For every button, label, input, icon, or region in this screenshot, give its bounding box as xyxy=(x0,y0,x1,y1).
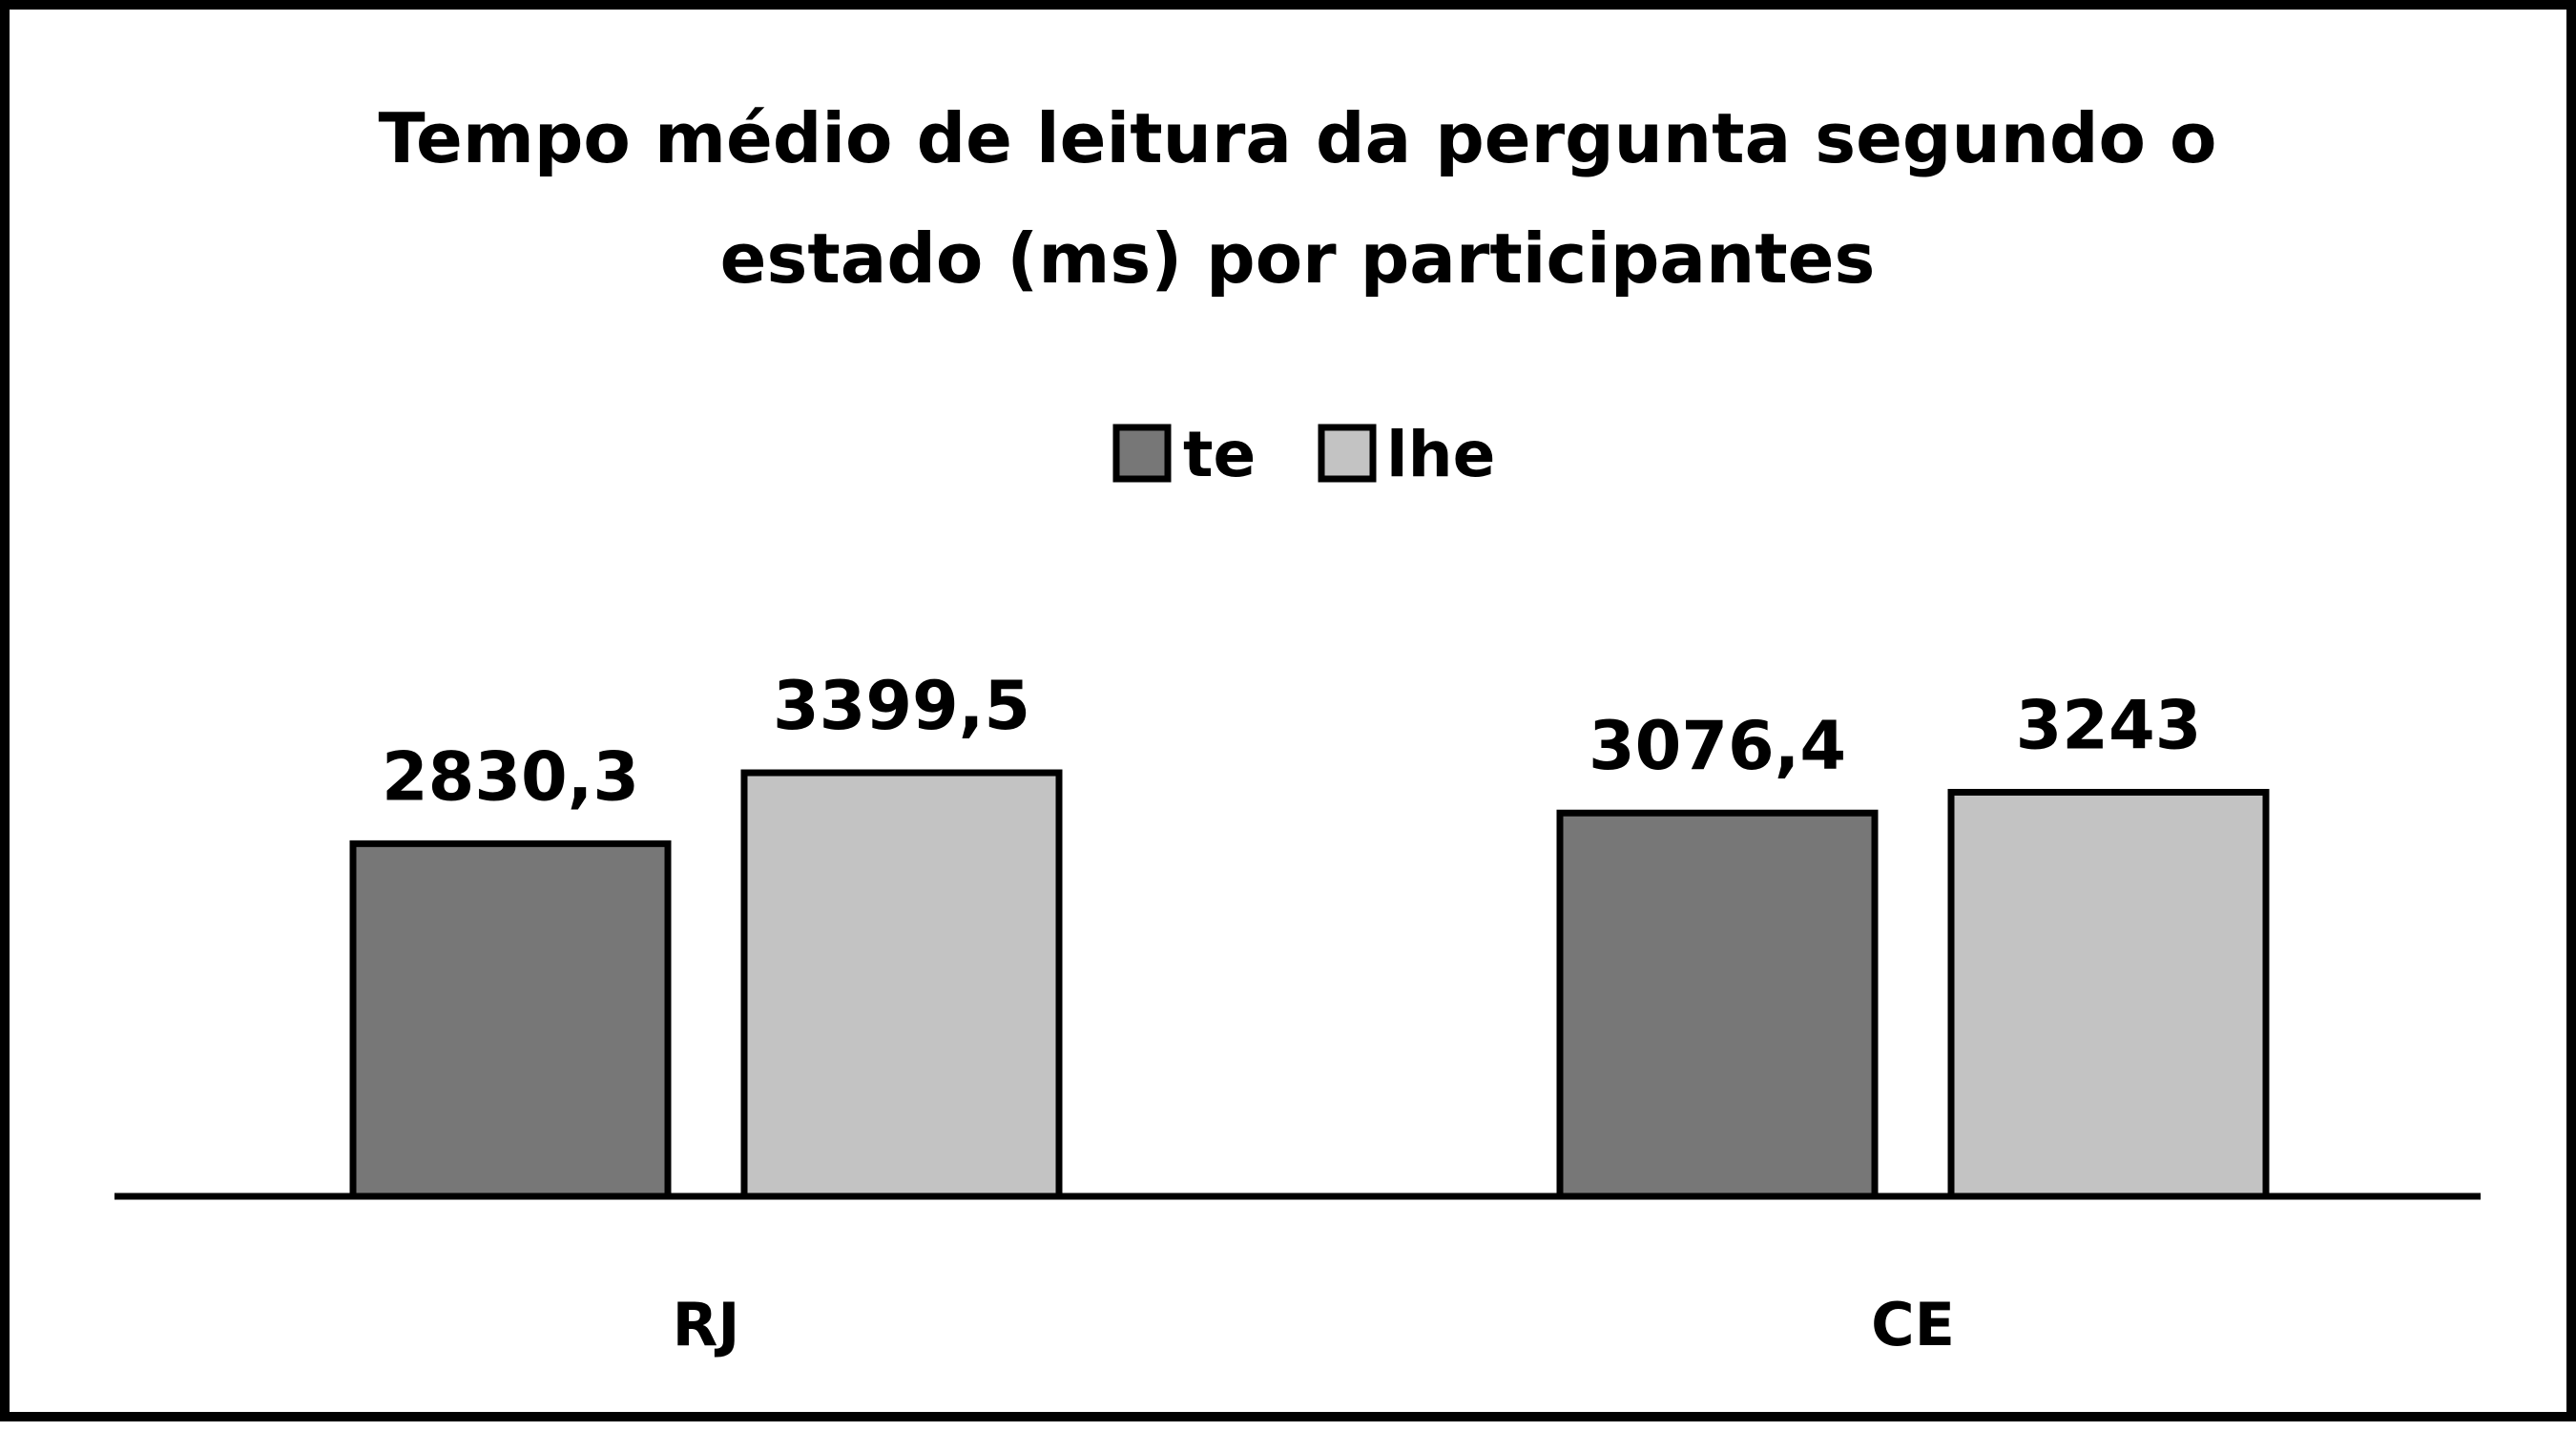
bar-te-rj xyxy=(349,840,672,1200)
bar-te-ce xyxy=(1556,809,1879,1200)
legend-swatch-lhe xyxy=(1318,424,1377,483)
legend-label-te: te xyxy=(1183,418,1256,491)
category-label-rj: RJ xyxy=(673,1290,740,1359)
chart-title-line-1: Tempo médio de leitura da pergunta segun… xyxy=(378,98,2216,178)
legend-swatch-te xyxy=(1112,424,1172,483)
bars-group xyxy=(349,769,2270,1200)
data-label-te-ce: 3076,4 xyxy=(1589,707,1846,785)
data-label-te-rj: 2830,3 xyxy=(382,737,639,816)
bar-chart: Tempo médio de leitura da pergunta segun… xyxy=(114,98,2481,1359)
category-label-ce: CE xyxy=(1871,1290,1955,1359)
bar-lhe-ce xyxy=(1947,788,2270,1200)
legend: te lhe xyxy=(1112,418,1495,491)
data-label-lhe-rj: 3399,5 xyxy=(773,667,1030,745)
chart-title-line-2: estado (ms) por participantes xyxy=(720,218,1876,299)
data-labels-group: 2830,3 3399,5 3076,4 3243 xyxy=(382,667,2201,816)
bar-lhe-rj xyxy=(740,769,1063,1200)
data-label-lhe-ce: 3243 xyxy=(2016,686,2202,764)
legend-label-lhe: lhe xyxy=(1386,418,1495,491)
